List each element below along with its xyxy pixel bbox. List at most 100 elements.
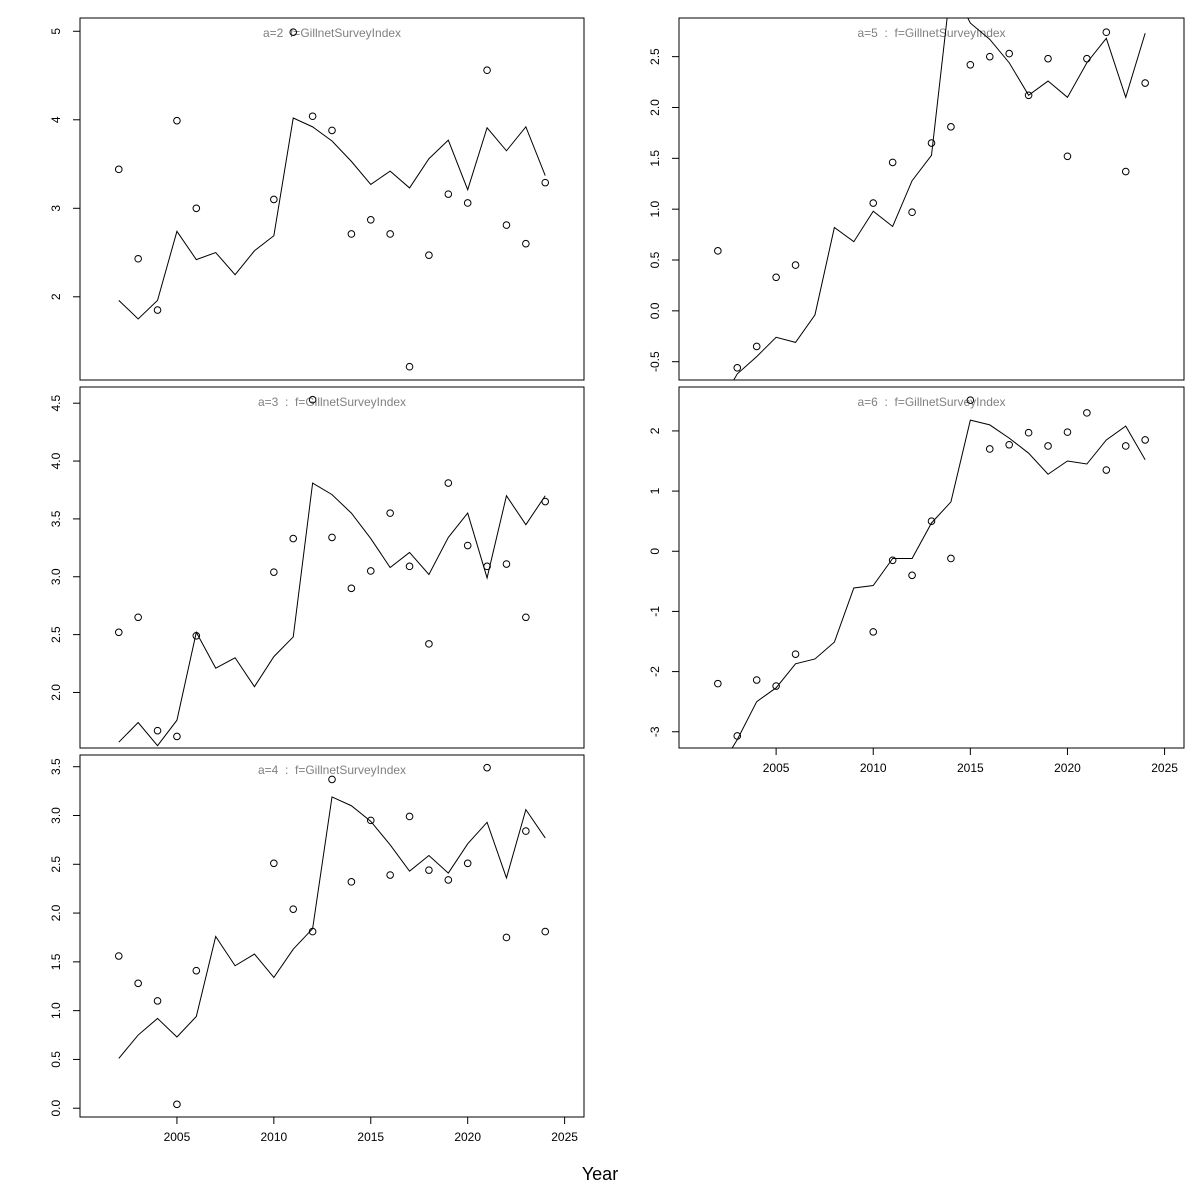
point [1121, 442, 1130, 450]
point [173, 1100, 181, 1109]
point [425, 640, 433, 648]
point [714, 247, 722, 255]
point [308, 112, 317, 121]
fit-line [118, 796, 546, 1059]
point [270, 195, 278, 204]
point [947, 554, 955, 563]
point [888, 556, 897, 565]
point [153, 726, 162, 735]
point [463, 859, 472, 868]
y-tick-label: 0.0 [49, 1100, 63, 1117]
panel: a=4 : f=GillnetSurveyIndex 0.0 0.5 1.0 1.5 2.… [49, 754, 585, 1144]
point [173, 732, 181, 741]
y-tick-label: 0.0 [648, 302, 662, 319]
x-tick-label: 2010 [260, 1130, 287, 1144]
x-tick-label: 2015 [357, 1130, 384, 1144]
point [425, 251, 433, 260]
point [1102, 466, 1111, 474]
y-tick-label: -1 [648, 606, 662, 617]
point [192, 204, 201, 213]
fit-line [118, 482, 546, 747]
panel-title: a=2 f=GillnetSurveyIndex [263, 26, 401, 40]
point [522, 827, 530, 835]
point [927, 517, 936, 525]
point [1141, 436, 1149, 444]
point [1063, 428, 1072, 436]
plot-area [114, 28, 550, 371]
point [888, 158, 897, 167]
y-tick-label: 2.0 [648, 99, 662, 116]
point [114, 952, 123, 960]
plot-area [714, 396, 1149, 748]
y-tick-label: 1.5 [49, 953, 63, 970]
point [1005, 440, 1013, 449]
y-tick-label: 4.0 [49, 452, 63, 469]
point [772, 273, 780, 282]
point [386, 871, 394, 879]
point [444, 190, 453, 198]
point [134, 613, 142, 622]
fit-line [731, 419, 1146, 748]
point [114, 628, 123, 637]
point [347, 584, 356, 593]
point [328, 775, 336, 784]
y-tick-label: -0.5 [648, 351, 662, 372]
point [405, 812, 414, 821]
y-tick-label: 1 [648, 487, 662, 494]
y-tick-label: 3.0 [49, 807, 63, 824]
point [153, 997, 162, 1005]
point [134, 979, 142, 988]
y-tick-label: 2.5 [49, 626, 63, 643]
point [1024, 91, 1033, 100]
point [1024, 428, 1033, 437]
y-tick-label: 1.0 [49, 1002, 63, 1019]
point [405, 562, 414, 571]
point [791, 261, 800, 269]
y-tick-label: 2.5 [648, 48, 662, 65]
point [463, 541, 472, 550]
point [772, 682, 780, 690]
point [502, 933, 511, 942]
point [328, 533, 336, 542]
point [386, 230, 394, 238]
point [869, 628, 878, 636]
point [541, 178, 550, 187]
y-tick-label: 5 [49, 28, 63, 35]
point [270, 859, 278, 868]
y-tick-label: 2.5 [49, 856, 63, 873]
y-tick-label: 0.5 [648, 251, 662, 268]
point [1102, 28, 1111, 37]
y-tick-label: -3 [648, 726, 662, 737]
plot-frame [79, 754, 585, 1118]
point [541, 927, 550, 936]
point [308, 395, 317, 404]
point [192, 966, 201, 975]
panel-title: a=6 : f=GillnetSurveyIndex [857, 395, 1005, 409]
panel: a=5 : f=GillnetSurveyIndex -0.5 0.0 0.5 1.0 1… [648, 17, 1185, 381]
plot-frame [79, 386, 585, 749]
panel: a=6 : f=GillnetSurveyIndex -3 -2 -1 0 1 2 2005 2… [648, 386, 1185, 775]
point [966, 60, 975, 69]
point [444, 479, 453, 487]
point [463, 199, 472, 207]
y-tick-label: 1.0 [648, 201, 662, 218]
point [425, 866, 433, 874]
point [927, 139, 936, 147]
plot-area [114, 395, 550, 747]
x-tick-label: 2015 [957, 761, 984, 775]
point [1083, 54, 1091, 63]
point [522, 613, 530, 622]
y-tick-label: 4 [49, 116, 63, 123]
y-tick-label: 0 [648, 548, 662, 555]
point [173, 116, 181, 125]
point [134, 254, 142, 263]
y-tick-label: 3 [49, 205, 63, 212]
point [752, 342, 761, 351]
x-tick-label: 2010 [860, 761, 887, 775]
panel: a=2 f=GillnetSurveyIndex 2 3 4 5 [49, 17, 585, 381]
point [966, 396, 975, 405]
point [289, 534, 298, 543]
fit-line [733, 18, 1146, 380]
point [153, 306, 162, 314]
y-tick-label: 2.0 [49, 904, 63, 921]
